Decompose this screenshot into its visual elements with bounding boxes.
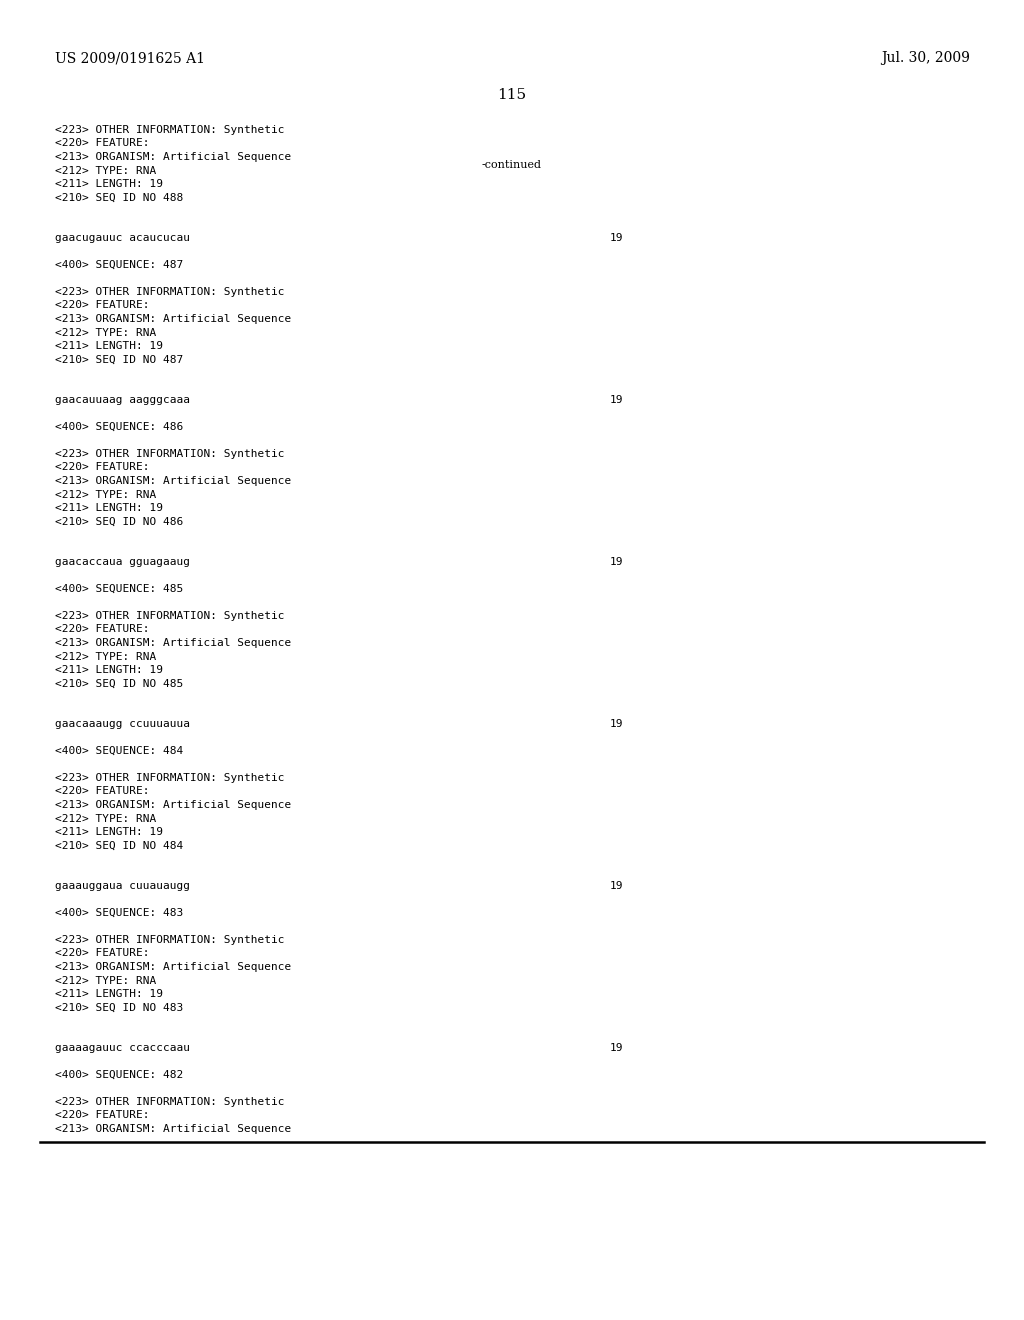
Text: <210> SEQ ID NO 485: <210> SEQ ID NO 485 [55,678,183,689]
Text: 19: 19 [610,1043,624,1053]
Text: <213> ORGANISM: Artificial Sequence: <213> ORGANISM: Artificial Sequence [55,1125,291,1134]
Text: <220> FEATURE:: <220> FEATURE: [55,624,150,635]
Text: <210> SEQ ID NO 488: <210> SEQ ID NO 488 [55,193,183,202]
Text: gaacugauuc acaucucau: gaacugauuc acaucucau [55,234,190,243]
Text: <212> TYPE: RNA: <212> TYPE: RNA [55,327,157,338]
Text: <212> TYPE: RNA: <212> TYPE: RNA [55,652,157,661]
Text: <212> TYPE: RNA: <212> TYPE: RNA [55,975,157,986]
Text: <400> SEQUENCE: 484: <400> SEQUENCE: 484 [55,746,183,756]
Text: <211> LENGTH: 19: <211> LENGTH: 19 [55,180,163,189]
Text: <220> FEATURE:: <220> FEATURE: [55,1110,150,1121]
Text: <211> LENGTH: 19: <211> LENGTH: 19 [55,665,163,675]
Text: gaacauuaag aagggcaaa: gaacauuaag aagggcaaa [55,395,190,405]
Text: gaaauggaua cuuauaugg: gaaauggaua cuuauaugg [55,880,190,891]
Text: <213> ORGANISM: Artificial Sequence: <213> ORGANISM: Artificial Sequence [55,314,291,323]
Text: gaacaaaugg ccuuuauua: gaacaaaugg ccuuuauua [55,719,190,729]
Text: US 2009/0191625 A1: US 2009/0191625 A1 [55,51,205,65]
Text: 19: 19 [610,719,624,729]
Text: <210> SEQ ID NO 483: <210> SEQ ID NO 483 [55,1002,183,1012]
Text: <400> SEQUENCE: 486: <400> SEQUENCE: 486 [55,422,183,432]
Text: <220> FEATURE:: <220> FEATURE: [55,787,150,796]
Text: 115: 115 [498,88,526,102]
Text: <223> OTHER INFORMATION: Synthetic: <223> OTHER INFORMATION: Synthetic [55,935,285,945]
Text: <400> SEQUENCE: 487: <400> SEQUENCE: 487 [55,260,183,271]
Text: <220> FEATURE:: <220> FEATURE: [55,301,150,310]
Text: <211> LENGTH: 19: <211> LENGTH: 19 [55,341,163,351]
Text: gaacaccaua gguagaaug: gaacaccaua gguagaaug [55,557,190,568]
Text: <210> SEQ ID NO 484: <210> SEQ ID NO 484 [55,841,183,850]
Text: <223> OTHER INFORMATION: Synthetic: <223> OTHER INFORMATION: Synthetic [55,449,285,459]
Text: <211> LENGTH: 19: <211> LENGTH: 19 [55,503,163,513]
Text: <213> ORGANISM: Artificial Sequence: <213> ORGANISM: Artificial Sequence [55,152,291,162]
Text: <211> LENGTH: 19: <211> LENGTH: 19 [55,989,163,999]
Text: 19: 19 [610,880,624,891]
Text: <223> OTHER INFORMATION: Synthetic: <223> OTHER INFORMATION: Synthetic [55,125,285,135]
Text: 19: 19 [610,234,624,243]
Text: gaaaagauuc ccacccaau: gaaaagauuc ccacccaau [55,1043,190,1053]
Text: <223> OTHER INFORMATION: Synthetic: <223> OTHER INFORMATION: Synthetic [55,1097,285,1107]
Text: <210> SEQ ID NO 487: <210> SEQ ID NO 487 [55,355,183,364]
Text: <223> OTHER INFORMATION: Synthetic: <223> OTHER INFORMATION: Synthetic [55,286,285,297]
Text: <213> ORGANISM: Artificial Sequence: <213> ORGANISM: Artificial Sequence [55,477,291,486]
Text: <212> TYPE: RNA: <212> TYPE: RNA [55,165,157,176]
Text: <212> TYPE: RNA: <212> TYPE: RNA [55,490,157,499]
Text: <400> SEQUENCE: 483: <400> SEQUENCE: 483 [55,908,183,917]
Text: <220> FEATURE:: <220> FEATURE: [55,949,150,958]
Text: Jul. 30, 2009: Jul. 30, 2009 [881,51,970,65]
Text: <400> SEQUENCE: 485: <400> SEQUENCE: 485 [55,583,183,594]
Text: 19: 19 [610,395,624,405]
Text: <213> ORGANISM: Artificial Sequence: <213> ORGANISM: Artificial Sequence [55,962,291,972]
Text: <220> FEATURE:: <220> FEATURE: [55,462,150,473]
Text: <400> SEQUENCE: 482: <400> SEQUENCE: 482 [55,1071,183,1080]
Text: <220> FEATURE:: <220> FEATURE: [55,139,150,149]
Text: <223> OTHER INFORMATION: Synthetic: <223> OTHER INFORMATION: Synthetic [55,774,285,783]
Text: <212> TYPE: RNA: <212> TYPE: RNA [55,813,157,824]
Text: 19: 19 [610,557,624,568]
Text: <211> LENGTH: 19: <211> LENGTH: 19 [55,828,163,837]
Text: <210> SEQ ID NO 486: <210> SEQ ID NO 486 [55,516,183,527]
Text: -continued: -continued [482,160,542,170]
Text: <213> ORGANISM: Artificial Sequence: <213> ORGANISM: Artificial Sequence [55,638,291,648]
Text: <223> OTHER INFORMATION: Synthetic: <223> OTHER INFORMATION: Synthetic [55,611,285,620]
Text: <213> ORGANISM: Artificial Sequence: <213> ORGANISM: Artificial Sequence [55,800,291,810]
